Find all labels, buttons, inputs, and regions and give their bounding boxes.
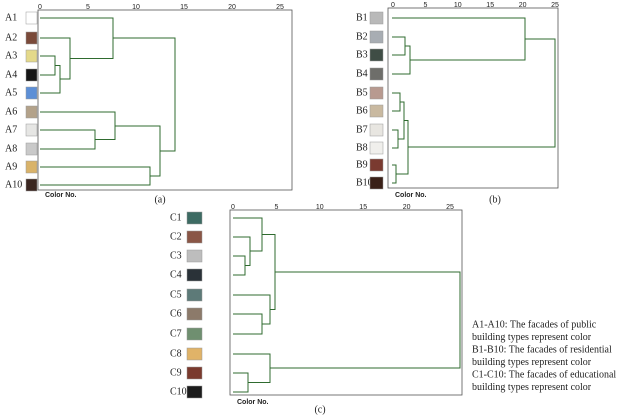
panel-caption: (c) <box>314 404 325 415</box>
legend-text: B1-B10: The facades of residential <box>472 344 612 355</box>
color-swatch <box>369 141 384 155</box>
color-swatch <box>186 385 203 399</box>
axis-tick-label: 10 <box>132 4 140 11</box>
axis-label: Color No. <box>237 399 269 406</box>
axis-tick-label: 5 <box>86 4 90 11</box>
color-swatch <box>25 105 38 119</box>
axis-tick-label: 20 <box>228 4 236 11</box>
row-label: B6 <box>356 105 368 116</box>
color-swatch <box>186 249 203 263</box>
row-label: B3 <box>356 49 368 60</box>
row-label: B10 <box>356 177 373 188</box>
row-label: A8 <box>5 143 17 154</box>
axis-tick-label: 20 <box>403 204 411 211</box>
color-swatch <box>369 123 384 137</box>
color-swatch <box>186 307 203 321</box>
color-swatch <box>25 86 38 100</box>
color-swatch <box>369 67 384 81</box>
row-label: C2 <box>170 231 182 242</box>
row-label: A5 <box>5 87 17 98</box>
legend-text: C1-C10: The facades of educational <box>472 369 616 380</box>
row-label: B2 <box>356 31 368 42</box>
panel-frame <box>37 9 293 191</box>
color-swatch <box>369 11 384 25</box>
legend-text: A1-A10: The facades of public <box>472 319 597 330</box>
color-swatch <box>25 49 38 63</box>
color-swatch <box>186 268 203 282</box>
color-swatch <box>25 178 38 192</box>
color-swatch <box>25 142 38 156</box>
row-label: A9 <box>5 161 17 172</box>
row-label: A4 <box>5 69 17 80</box>
row-label: A2 <box>5 32 17 43</box>
axis-tick-label: 0 <box>38 4 42 11</box>
axis-tick-label: 5 <box>423 2 427 9</box>
color-swatch <box>369 48 384 62</box>
axis-tick-label: 20 <box>519 2 527 9</box>
color-swatch <box>186 366 203 380</box>
row-label: B7 <box>356 124 368 135</box>
color-swatch <box>186 288 203 302</box>
row-label: C3 <box>170 250 182 261</box>
color-swatch <box>369 176 384 190</box>
color-swatch <box>186 347 203 361</box>
legend-text: building types represent color <box>472 382 592 393</box>
color-swatch <box>186 327 203 341</box>
color-swatch <box>25 31 38 45</box>
legend-text: building types represent color <box>472 357 592 368</box>
axis-tick-label: 0 <box>231 204 235 211</box>
row-label: B5 <box>356 87 368 98</box>
row-label: A6 <box>5 106 17 117</box>
axis-tick-label: 10 <box>454 2 462 9</box>
color-swatch <box>369 86 384 100</box>
axis-tick-label: 15 <box>180 4 188 11</box>
row-label: C4 <box>170 269 182 280</box>
axis-tick-label: 10 <box>316 204 324 211</box>
color-swatch <box>369 158 384 172</box>
panel-frame <box>229 209 463 396</box>
row-label: A1 <box>5 12 17 23</box>
axis-label: Color No. <box>45 192 77 199</box>
color-swatch <box>25 68 38 82</box>
row-label: B1 <box>356 12 368 23</box>
color-swatch <box>369 30 384 44</box>
axis-tick-label: 25 <box>276 4 284 11</box>
axis-tick-label: 15 <box>359 204 367 211</box>
row-label: C10 <box>170 386 187 397</box>
row-label: C1 <box>170 212 182 223</box>
color-swatch <box>186 230 203 244</box>
row-label: C6 <box>170 308 182 319</box>
row-label: A3 <box>5 50 17 61</box>
axis-label: Color No. <box>395 192 427 199</box>
color-swatch <box>25 160 38 174</box>
row-label: C8 <box>170 348 182 359</box>
row-label: A10 <box>5 179 22 190</box>
row-label: B9 <box>356 159 368 170</box>
row-label: B8 <box>356 142 368 153</box>
panel-frame <box>387 7 559 189</box>
axis-tick-label: 25 <box>551 2 559 9</box>
color-swatch <box>25 11 38 25</box>
panel-caption: (a) <box>154 194 165 205</box>
legend-text: building types represent color <box>472 332 592 343</box>
axis-tick-label: 5 <box>274 204 278 211</box>
row-label: C9 <box>170 367 182 378</box>
color-swatch <box>25 123 38 137</box>
row-label: C5 <box>170 289 182 300</box>
row-label: A7 <box>5 124 17 135</box>
axis-tick-label: 25 <box>446 204 454 211</box>
color-swatch <box>369 104 384 118</box>
axis-tick-label: 0 <box>391 2 395 9</box>
row-label: B4 <box>356 68 368 79</box>
dendrogram <box>40 17 556 393</box>
color-swatch <box>186 211 203 225</box>
row-label: C7 <box>170 328 182 339</box>
axis-tick-label: 15 <box>486 2 494 9</box>
panel-caption: (b) <box>489 194 501 205</box>
